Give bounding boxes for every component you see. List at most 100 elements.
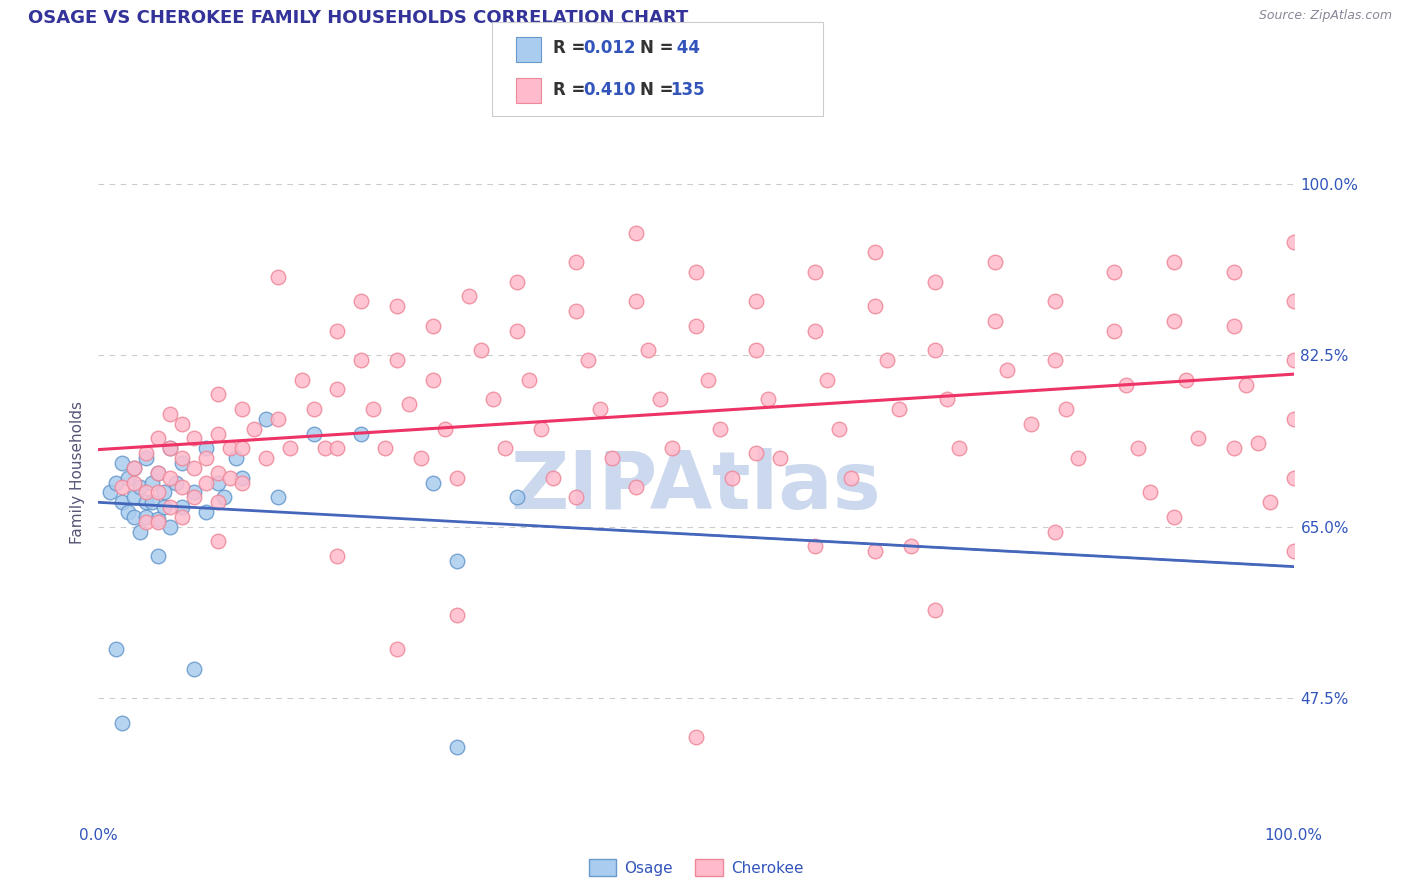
- Point: [983, 314, 1005, 328]
- Point: [111, 456, 134, 470]
- Point: [219, 470, 242, 484]
- Legend: Osage, Cherokee: Osage, Cherokee: [582, 853, 810, 882]
- Point: [165, 475, 187, 490]
- Point: [231, 475, 253, 490]
- Point: [153, 500, 176, 514]
- Point: [1019, 417, 1042, 431]
- Point: [111, 495, 134, 509]
- Point: [183, 485, 205, 500]
- Point: [148, 485, 170, 500]
- Point: [302, 402, 325, 417]
- Point: [446, 554, 468, 568]
- Text: 44: 44: [671, 39, 700, 57]
- Point: [194, 505, 217, 519]
- Point: [183, 432, 205, 446]
- Point: [1222, 442, 1246, 456]
- Point: [446, 740, 468, 755]
- Point: [745, 294, 768, 309]
- Point: [1222, 265, 1246, 279]
- Point: [756, 392, 779, 407]
- Point: [1282, 544, 1305, 558]
- Point: [148, 512, 170, 526]
- Point: [1282, 235, 1305, 250]
- Point: [565, 304, 588, 318]
- Point: [159, 442, 181, 456]
- Point: [411, 451, 433, 466]
- Point: [745, 446, 768, 460]
- Point: [194, 442, 217, 456]
- Point: [900, 539, 922, 553]
- Text: Source: ZipAtlas.com: Source: ZipAtlas.com: [1258, 9, 1392, 22]
- Point: [446, 607, 468, 622]
- Point: [624, 480, 647, 494]
- Point: [172, 509, 194, 524]
- Point: [98, 485, 122, 500]
- Point: [374, 442, 396, 456]
- Point: [231, 402, 253, 417]
- Point: [172, 417, 194, 431]
- Point: [385, 353, 409, 368]
- Point: [948, 442, 970, 456]
- Point: [1163, 509, 1185, 524]
- Point: [995, 363, 1018, 377]
- Point: [326, 324, 349, 338]
- Point: [863, 544, 886, 558]
- Point: [207, 426, 229, 441]
- Point: [207, 387, 229, 401]
- Point: [506, 324, 529, 338]
- Point: [589, 402, 612, 417]
- Point: [159, 470, 181, 484]
- Point: [124, 475, 146, 490]
- Point: [1128, 442, 1150, 456]
- Point: [326, 383, 349, 397]
- Text: 135: 135: [671, 81, 706, 99]
- Point: [924, 603, 946, 617]
- Point: [685, 265, 707, 279]
- Text: N =: N =: [640, 39, 679, 57]
- Point: [124, 509, 146, 524]
- Point: [194, 451, 217, 466]
- Point: [458, 289, 481, 303]
- Point: [225, 451, 247, 466]
- Point: [315, 442, 337, 456]
- Point: [254, 451, 277, 466]
- Point: [529, 422, 551, 436]
- Point: [637, 343, 659, 358]
- Point: [1102, 324, 1125, 338]
- Text: N =: N =: [640, 81, 679, 99]
- Point: [1054, 402, 1078, 417]
- Point: [363, 402, 385, 417]
- Point: [135, 495, 157, 509]
- Point: [804, 539, 827, 553]
- Point: [624, 294, 647, 309]
- Point: [517, 373, 540, 387]
- Point: [839, 470, 862, 484]
- Point: [124, 490, 146, 504]
- Point: [148, 432, 170, 446]
- Point: [207, 475, 229, 490]
- Point: [506, 490, 529, 504]
- Point: [1139, 485, 1161, 500]
- Point: [159, 500, 181, 514]
- Point: [1175, 373, 1198, 387]
- Point: [565, 255, 588, 269]
- Text: ZIPAtlas: ZIPAtlas: [510, 448, 882, 525]
- Point: [863, 245, 886, 260]
- Point: [481, 392, 505, 407]
- Point: [1282, 412, 1305, 426]
- Point: [135, 485, 157, 500]
- Point: [141, 495, 163, 509]
- Point: [135, 446, 157, 460]
- Point: [159, 442, 181, 456]
- Point: [1282, 294, 1305, 309]
- Text: 0.410: 0.410: [583, 81, 636, 99]
- Point: [148, 466, 170, 480]
- Point: [422, 475, 444, 490]
- Point: [135, 451, 157, 466]
- Point: [983, 255, 1005, 269]
- Point: [267, 412, 290, 426]
- Point: [1043, 353, 1066, 368]
- Point: [863, 299, 886, 313]
- Point: [624, 226, 647, 240]
- Y-axis label: Family Households: Family Households: [69, 401, 84, 544]
